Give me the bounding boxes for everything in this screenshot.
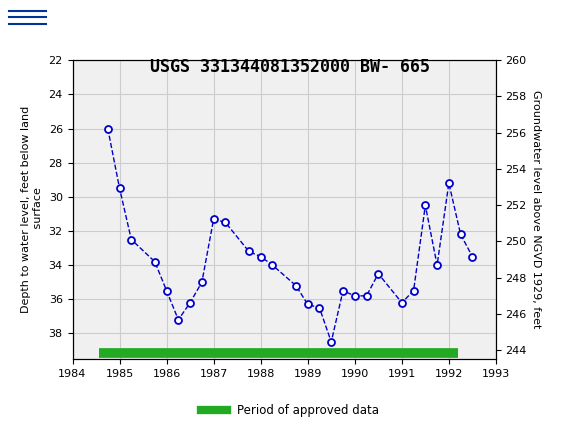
Bar <box>7 3 48 34</box>
Text: USGS: USGS <box>58 9 113 27</box>
Legend: Period of approved data: Period of approved data <box>197 399 383 422</box>
Y-axis label: Groundwater level above NGVD 1929, feet: Groundwater level above NGVD 1929, feet <box>531 90 541 329</box>
Text: USGS 331344081352000 BW- 665: USGS 331344081352000 BW- 665 <box>150 58 430 76</box>
Y-axis label: Depth to water level, feet below land
 surface: Depth to water level, feet below land su… <box>21 106 43 313</box>
